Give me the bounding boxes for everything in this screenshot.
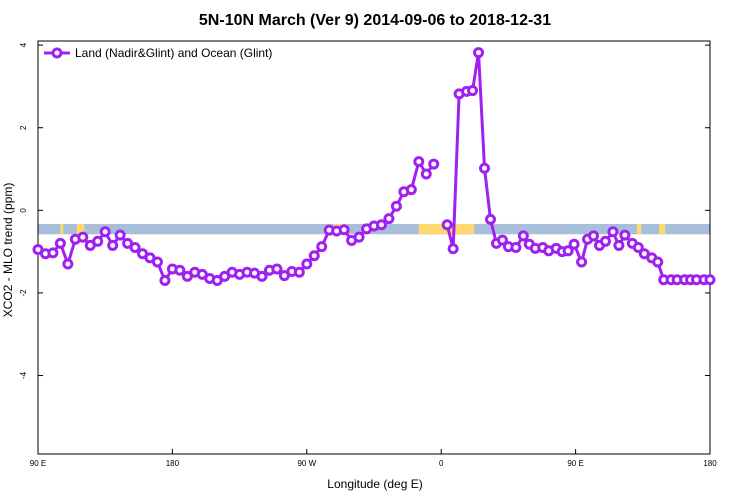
data-point xyxy=(599,235,611,247)
data-point xyxy=(496,234,508,246)
legend: Land (Nadir&Glint) and Ocean (Glint) xyxy=(44,46,272,60)
data-point xyxy=(652,256,664,268)
data-point xyxy=(405,184,417,196)
data-point xyxy=(107,239,119,251)
data-point xyxy=(129,242,141,253)
data-point xyxy=(420,168,432,180)
data-point xyxy=(390,200,402,212)
x-tick-label: 180 xyxy=(166,459,180,468)
data-point xyxy=(619,229,631,241)
x-tick-label: 90 W xyxy=(297,459,316,468)
y-tick-label: -2 xyxy=(19,289,28,297)
data-point xyxy=(92,235,104,247)
data-point xyxy=(447,243,459,255)
data-point xyxy=(301,258,313,270)
data-point xyxy=(271,263,283,275)
data-point xyxy=(174,264,186,276)
chart-title: 5N-10N March (Ver 9) 2014-09-06 to 2018-… xyxy=(199,12,551,29)
data-point xyxy=(607,226,619,238)
data-point xyxy=(316,241,328,253)
data-point xyxy=(256,270,268,282)
data-point xyxy=(568,238,580,250)
data-point xyxy=(576,256,588,268)
x-tick-label: 0 xyxy=(439,459,444,468)
data-point xyxy=(151,256,163,268)
legend-entry: Land (Nadir&Glint) and Ocean (Glint) xyxy=(75,46,272,60)
y-tick-label: 4 xyxy=(19,42,28,47)
data-point xyxy=(99,226,111,238)
data-point xyxy=(562,245,574,257)
land-band-patch xyxy=(60,223,64,235)
data-point xyxy=(473,47,485,59)
land-band-patch xyxy=(659,223,666,235)
data-point xyxy=(308,250,320,262)
data-point xyxy=(632,242,644,253)
y-tick-label: 0 xyxy=(19,208,28,213)
data-point xyxy=(467,85,479,97)
y-tick-label: 2 xyxy=(19,125,28,130)
data-point xyxy=(353,231,365,243)
x-axis-label: Longitude (deg E) xyxy=(327,477,422,491)
series-layer xyxy=(32,47,716,287)
y-tick-label: -4 xyxy=(19,371,28,379)
data-point xyxy=(77,231,89,243)
data-point xyxy=(510,242,522,253)
data-point xyxy=(375,219,387,231)
data-point xyxy=(613,239,625,251)
data-point xyxy=(62,258,74,270)
data-point xyxy=(588,230,600,242)
x-axis-ticks: 90 E 180 90 W 0 90 E 180 xyxy=(30,449,717,468)
data-point xyxy=(54,237,66,249)
data-point xyxy=(114,229,126,241)
x-tick-label: 90 E xyxy=(30,459,46,468)
data-point xyxy=(704,274,716,286)
y-axis-label: XCO2 - MLO trend (ppm) xyxy=(1,183,15,318)
y-axis-ticks: 4 2 0 -2 -4 xyxy=(19,42,710,379)
data-point xyxy=(484,213,496,225)
land-band-patch xyxy=(76,223,85,235)
data-point xyxy=(47,247,59,259)
data-point xyxy=(428,158,440,170)
data-point xyxy=(413,156,425,168)
legend-marker xyxy=(51,47,63,59)
data-point xyxy=(159,275,171,287)
data-point xyxy=(383,213,395,225)
data-point xyxy=(441,219,453,231)
data-point xyxy=(479,162,491,174)
data-point xyxy=(293,266,305,278)
x-tick-label: 90 E xyxy=(567,459,583,468)
data-point xyxy=(338,224,350,236)
data-point xyxy=(517,230,529,242)
land-band-patch xyxy=(636,223,642,235)
x-tick-label: 180 xyxy=(703,459,717,468)
